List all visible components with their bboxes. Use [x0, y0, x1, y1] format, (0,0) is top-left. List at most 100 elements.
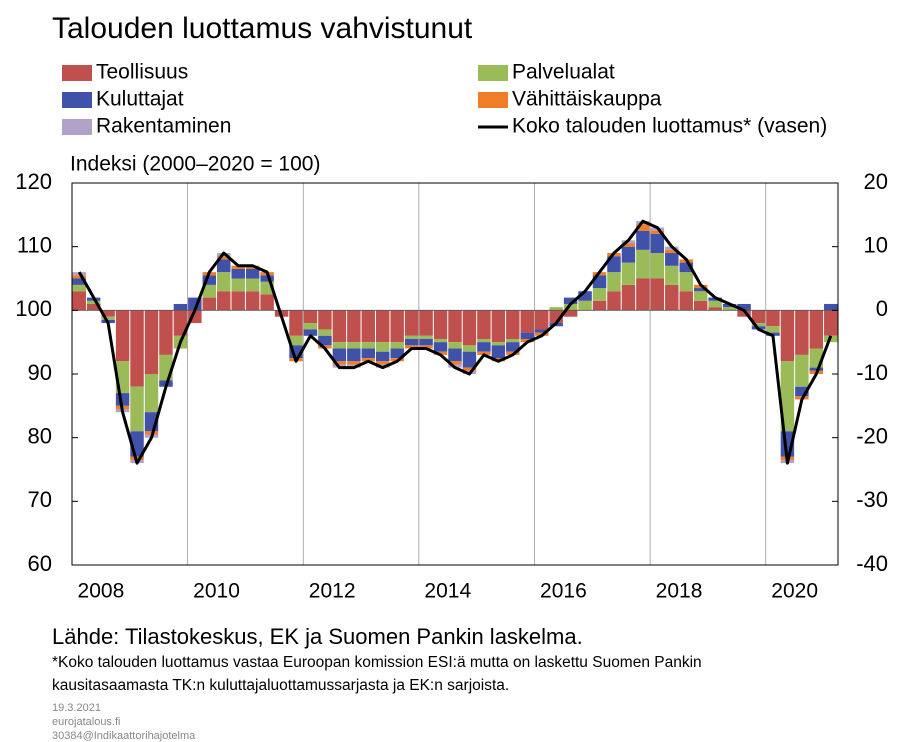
- bar: [636, 230, 650, 250]
- bar: [390, 348, 404, 359]
- bar: [578, 291, 592, 301]
- bar: [303, 310, 318, 324]
- bar: [130, 310, 144, 387]
- y2-tick-label: -40: [856, 551, 888, 576]
- x-tick-label: 2008: [78, 580, 125, 603]
- bar: [520, 310, 534, 333]
- chart-title: Talouden luottamus vahvistunut: [52, 12, 473, 45]
- y2-tick-label: 20: [864, 169, 888, 194]
- bar: [621, 246, 636, 263]
- x-tick-label: 2020: [771, 580, 818, 603]
- bar: [824, 310, 838, 336]
- bar: [780, 361, 795, 432]
- bar: [607, 291, 621, 311]
- legend-swatch: [478, 92, 508, 108]
- bar: [665, 253, 679, 266]
- bar: [462, 345, 477, 352]
- bar: [318, 310, 332, 330]
- bar: [376, 342, 390, 352]
- bar: [665, 249, 679, 254]
- source: Lähde: Tilastokeskus, EK ja Suomen Panki…: [52, 624, 583, 649]
- bar: [534, 310, 549, 330]
- bar: [578, 300, 592, 311]
- bar: [72, 291, 86, 311]
- bar: [679, 262, 693, 273]
- bar: [419, 345, 433, 349]
- bar: [376, 310, 390, 343]
- bar: [766, 326, 780, 333]
- x-tick-label: 2018: [656, 580, 703, 603]
- y-tick-label: 100: [15, 296, 52, 321]
- bar: [404, 310, 419, 336]
- bar: [404, 345, 419, 349]
- legend-label: Palvelualat: [512, 61, 615, 84]
- bar: [462, 367, 477, 371]
- bar: [144, 310, 159, 374]
- legend-label: Vähittäiskauppa: [512, 88, 662, 111]
- bar: [72, 278, 86, 285]
- bar: [173, 310, 188, 336]
- bar: [563, 310, 578, 317]
- y-tick-label: 90: [28, 360, 52, 385]
- bar: [217, 256, 231, 260]
- y-tick-label: 80: [28, 423, 52, 448]
- bar: [708, 307, 722, 311]
- x-tick-label: 2010: [193, 580, 240, 603]
- bar: [347, 310, 361, 343]
- bar: [159, 310, 173, 355]
- bar: [636, 224, 650, 231]
- bar: [477, 351, 491, 355]
- bar: [347, 342, 361, 349]
- x-tick-label: 2012: [309, 580, 356, 603]
- bar: [751, 323, 766, 327]
- bar: [679, 291, 693, 311]
- line: [77, 219, 833, 465]
- legend-swatch: [62, 119, 92, 135]
- bar: [347, 361, 361, 365]
- plot-frame: [71, 182, 839, 566]
- bar: [780, 310, 795, 362]
- bar: [202, 275, 217, 285]
- bar: [650, 278, 665, 311]
- bar: [376, 351, 390, 362]
- bar: [332, 348, 347, 362]
- bar: [621, 284, 636, 311]
- bar: [549, 307, 563, 311]
- x-tick-label: 2014: [424, 580, 471, 603]
- bar: [101, 310, 115, 317]
- bar: [231, 291, 245, 311]
- y-tick-label: 110: [17, 232, 52, 257]
- bar: [86, 303, 101, 311]
- bar: [173, 303, 188, 311]
- bar: [231, 268, 245, 279]
- bar: [621, 243, 636, 247]
- bar: [491, 342, 506, 346]
- bar: [361, 358, 376, 362]
- bar: [751, 310, 766, 324]
- legend-label: Rakentaminen: [96, 115, 231, 138]
- legend-swatch: [478, 65, 508, 81]
- legend-label: Teollisuus: [96, 61, 188, 84]
- bar: [491, 345, 506, 359]
- bar: [737, 310, 751, 317]
- note: kausitasaamasta TK:n kuluttajaluottamuss…: [52, 677, 509, 694]
- bar: [245, 291, 260, 311]
- bar: [72, 284, 86, 292]
- bar: [592, 300, 607, 311]
- legend-label: Koko talouden luottamus* (vasen): [512, 115, 827, 138]
- bar: [477, 310, 491, 339]
- bar: [665, 265, 679, 285]
- bar: [361, 348, 376, 359]
- bar: [332, 361, 347, 365]
- bar: [766, 310, 780, 327]
- bar: [217, 291, 231, 311]
- y2-tick-label: 10: [864, 232, 888, 257]
- bar: [361, 310, 376, 343]
- bar: [607, 256, 621, 273]
- bar: [722, 307, 737, 311]
- bar: [433, 310, 448, 339]
- bar: [245, 278, 260, 292]
- bar: [390, 342, 404, 349]
- bar: [202, 297, 217, 311]
- bar: [332, 342, 347, 349]
